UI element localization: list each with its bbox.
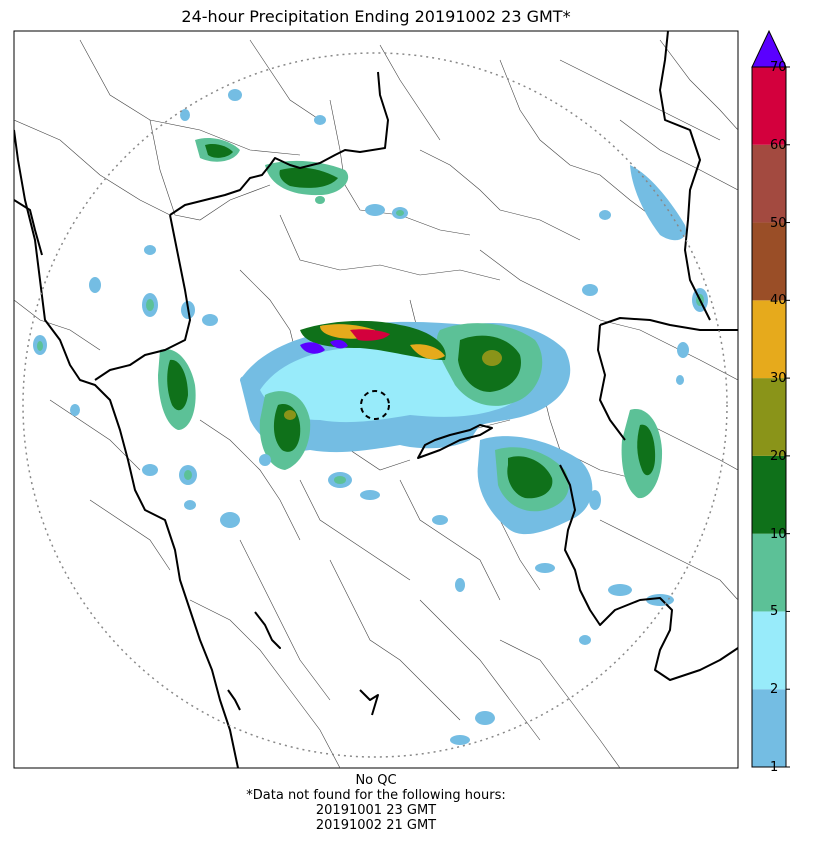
missing-data-note: *Data not found for the following hours: xyxy=(246,788,506,803)
colorbar-segment xyxy=(752,222,786,301)
colorbar-tick-label: 40 xyxy=(770,293,787,309)
footer-notes: No QC *Data not found for the following … xyxy=(14,773,738,833)
colorbar-tick-label: 1 xyxy=(770,760,779,775)
colorbar-segment xyxy=(752,144,786,223)
colorbar-tick-label: 10 xyxy=(770,526,787,542)
colorbar-segment xyxy=(752,533,786,612)
colorbar-tick-label: 5 xyxy=(770,604,779,620)
missing-hour-1: 20191001 23 GMT xyxy=(315,803,437,818)
colorbar-tick-label: 20 xyxy=(770,448,787,464)
colorbar-segment xyxy=(752,300,786,379)
colorbar-tick-label: 50 xyxy=(770,215,787,231)
colorbar-segment xyxy=(752,689,786,767)
colorbar-segment xyxy=(752,378,786,456)
colorbar-tick-label: 60 xyxy=(770,137,787,153)
colorbar-segment xyxy=(752,455,786,534)
state-borders xyxy=(14,31,738,768)
colorbar-segment xyxy=(752,67,786,145)
colorbar-tick-label: 2 xyxy=(770,682,779,698)
colorbar-segment xyxy=(752,611,786,690)
radar-range-circle xyxy=(22,52,728,758)
radar-center-marker xyxy=(360,390,390,420)
colorbar-tick-label: 70 xyxy=(770,60,787,75)
district-borders xyxy=(14,39,738,768)
qc-note: No QC xyxy=(355,773,397,788)
precipitation-field xyxy=(33,89,708,745)
colorbar xyxy=(751,29,790,768)
colorbar-frame xyxy=(751,66,787,768)
missing-hour-2: 20191002 21 GMT xyxy=(315,818,437,833)
colorbar-tick-label: 30 xyxy=(770,371,787,387)
map-title: 24-hour Precipitation Ending 20191002 23… xyxy=(181,7,571,26)
